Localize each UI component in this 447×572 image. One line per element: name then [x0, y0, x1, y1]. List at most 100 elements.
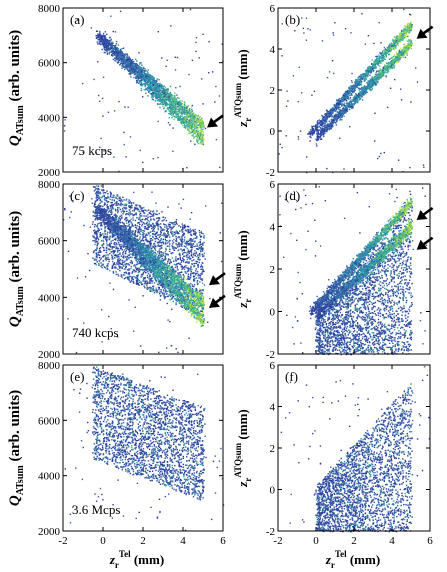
scatter-point: [186, 110, 188, 112]
scatter-point: [392, 61, 394, 64]
scatter-point: [384, 53, 386, 55]
scatter-point: [195, 128, 197, 130]
scatter-point: [154, 80, 156, 82]
scatter-point: [98, 41, 100, 43]
scatter-point: [105, 42, 107, 44]
scatter-point: [378, 74, 380, 76]
scatter-point: [339, 119, 341, 121]
scatter-point: [208, 41, 210, 43]
scatter-point: [143, 67, 145, 69]
scatter-point: [159, 92, 162, 94]
scatter-point: [126, 61, 129, 64]
scatter-point: [360, 92, 362, 94]
scatter-point: [369, 80, 372, 82]
scatter-point: [132, 62, 134, 65]
scatter-point: [138, 71, 140, 74]
scatter-point: [329, 110, 331, 112]
scatter-point: [361, 78, 363, 80]
scatter-point: [308, 133, 310, 135]
scatter-point: [118, 100, 120, 103]
scatter-point: [163, 92, 165, 94]
scatter-point: [401, 29, 403, 32]
scatter-point: [189, 113, 191, 115]
scatter-point: [325, 109, 328, 111]
scatter-point: [375, 70, 378, 72]
scatter-point: [395, 59, 397, 61]
scatter-point: [392, 38, 394, 41]
scatter-point: [164, 98, 166, 100]
scatter-point: [323, 115, 326, 118]
scatter-point: [175, 98, 177, 101]
scatter-point: [393, 36, 396, 38]
scatter-point: [174, 111, 176, 113]
scatter-point: [406, 30, 408, 32]
scatter-point: [171, 108, 174, 110]
scatter-point: [355, 93, 357, 95]
scatter-point: [165, 65, 167, 67]
scatter-point: [386, 65, 388, 67]
scatter-point: [139, 68, 141, 71]
scatter-point: [108, 40, 110, 42]
scatter-point: [96, 41, 98, 43]
scatter-point: [185, 120, 187, 123]
scatter-point: [326, 110, 328, 112]
scatter-point: [350, 105, 352, 108]
scatter-point: [377, 59, 380, 61]
scatter-point: [347, 106, 349, 108]
scatter-point: [359, 78, 361, 81]
scatter-point: [150, 79, 152, 81]
scatter-point: [181, 115, 184, 117]
scatter-point: [159, 82, 161, 85]
scatter-point: [151, 98, 154, 100]
scatter-point: [345, 92, 348, 94]
scatter-point: [158, 85, 160, 87]
scatter-point: [355, 101, 358, 103]
scatter-point: [155, 88, 157, 90]
scatter-point: [134, 73, 137, 75]
scatter-point: [328, 71, 331, 73]
scatter-point: [348, 92, 350, 95]
scatter-point: [218, 95, 221, 97]
scatter-point: [120, 60, 122, 63]
scatter-point: [196, 134, 198, 137]
scatter-point: [354, 100, 356, 103]
scatter-point: [423, 166, 425, 168]
scatter-point: [134, 64, 136, 66]
scatter-point: [350, 99, 352, 101]
scatter-point: [194, 143, 196, 146]
scatter-point: [98, 35, 100, 37]
scatter-point: [352, 90, 354, 92]
scatter-point: [152, 96, 155, 98]
scatter-point: [172, 103, 175, 105]
scatter-point: [144, 69, 146, 72]
scatter-point: [351, 94, 353, 96]
scatter-point: [382, 70, 384, 72]
scatter-point: [190, 128, 193, 130]
scatter-point: [120, 62, 122, 64]
scatter-point: [353, 90, 355, 93]
scatter-point: [408, 26, 410, 28]
scatter-point: [399, 34, 401, 36]
scatter-point: [135, 79, 138, 82]
scatter-point: [188, 125, 190, 127]
scatter-point: [137, 68, 139, 70]
scatter-point: [155, 97, 157, 99]
scatter-point: [388, 53, 390, 56]
scatter-point: [183, 110, 185, 112]
scatter-point: [316, 126, 319, 129]
scatter-point: [346, 102, 348, 105]
scatter-point: [169, 91, 171, 94]
scatter-point: [322, 132, 324, 134]
scatter-point: [200, 119, 202, 121]
scatter-point: [405, 33, 408, 35]
scatter-point: [186, 108, 188, 110]
scatter-point: [357, 82, 360, 85]
scatter-point: [181, 103, 184, 105]
scatter-point: [174, 101, 177, 104]
scatter-point: [333, 109, 335, 111]
scatter-point: [371, 64, 374, 66]
scatter-point: [315, 127, 317, 129]
scatter-point: [128, 56, 131, 59]
scatter-point: [370, 71, 373, 73]
scatter-point: [406, 50, 409, 52]
